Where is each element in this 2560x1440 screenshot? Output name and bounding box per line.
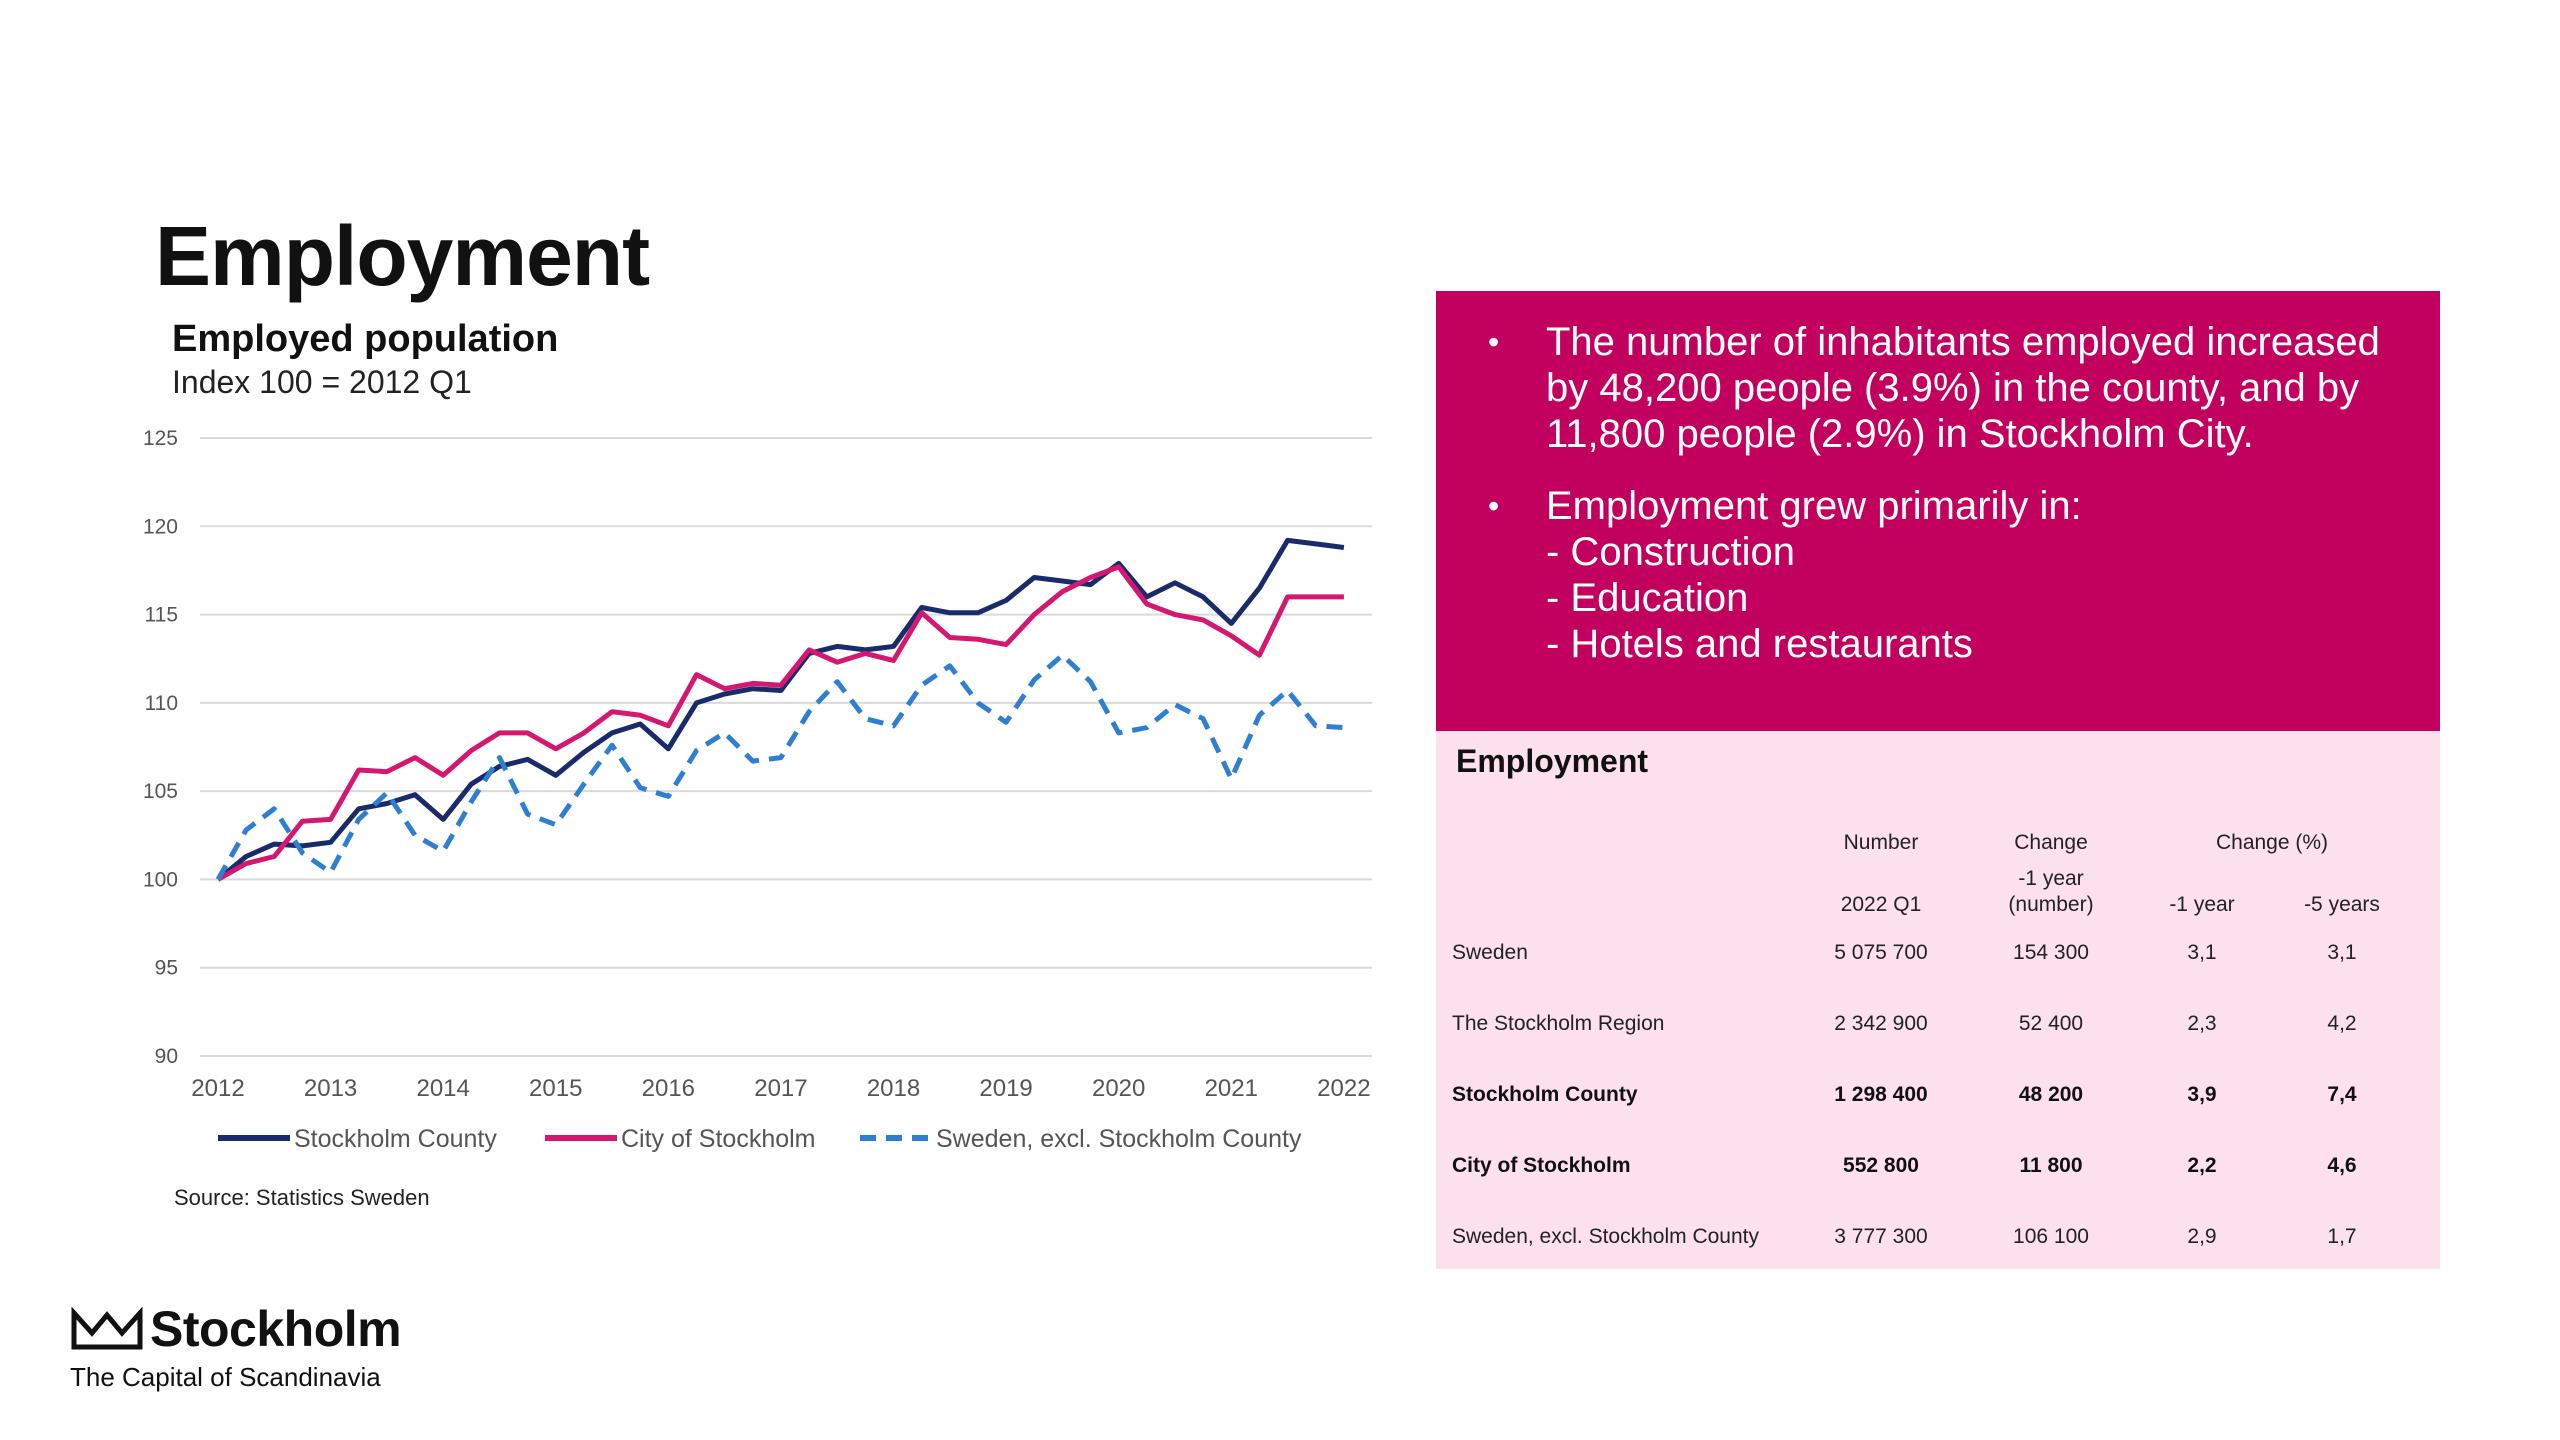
table-cell-pct-5y: 3,1 [2327, 941, 2357, 964]
highlight-line: by 48,200 people (3.9%) in the county, a… [1546, 366, 2360, 410]
table-cell-change: 106 100 [2013, 1225, 2089, 1248]
table-cell-change: 48 200 [2018, 1083, 2084, 1106]
bullet-icon: • [1488, 324, 1500, 360]
table-cell-number: 5 075 700 [1834, 941, 1928, 964]
table-cell-label: City of Stockholm [1452, 1154, 1631, 1177]
x-tick-label: 2020 [1092, 1075, 1145, 1102]
table-cell-pct-1y: 2,9 [2187, 1225, 2217, 1248]
table-cell-label: Sweden [1452, 941, 1528, 964]
table-cell-pct-5y: 7,4 [2327, 1083, 2357, 1106]
table-cell-label: The Stockholm Region [1452, 1012, 1665, 1035]
series-line [215, 652, 1345, 881]
header-change-pct: Change (%) [2215, 831, 2329, 854]
x-tick-label: 2015 [529, 1075, 582, 1102]
series-line [216, 564, 1344, 882]
header-change-sub2: (number) [2008, 893, 2094, 916]
x-tick-label: 2016 [642, 1075, 695, 1102]
y-tick-label: 120 [143, 515, 178, 538]
series-line [216, 537, 1345, 882]
y-tick-label: 95 [155, 957, 178, 980]
table-cell-pct-5y: 4,2 [2327, 1012, 2357, 1035]
table-cell-number: 552 800 [1843, 1154, 1919, 1177]
table-cell-label: Sweden, excl. Stockholm County [1452, 1225, 1759, 1248]
chart-subtitle: Index 100 = 2012 Q1 [172, 364, 472, 400]
logo-tagline: The Capital of Scandinavia [70, 1362, 381, 1392]
x-tick-label: 2013 [304, 1075, 357, 1102]
highlight-line: - Hotels and restaurants [1546, 622, 1973, 666]
table-cell-pct-1y: 2,2 [2187, 1154, 2217, 1177]
crown-icon [71, 1307, 143, 1350]
highlight-item: • The number of inhabitants employed incr… [1476, 319, 2400, 457]
legend-label: City of Stockholm [621, 1125, 816, 1153]
y-tick-label: 125 [143, 427, 178, 450]
x-tick-label: 2017 [754, 1075, 807, 1102]
y-tick-label: 90 [155, 1045, 178, 1068]
y-tick-label: 115 [145, 604, 178, 627]
chart-title: Employed population [172, 318, 559, 360]
table-cell-number: 3 777 300 [1834, 1225, 1928, 1248]
header-number: Number [1843, 831, 1919, 854]
x-tick-label: 2021 [1205, 1075, 1258, 1102]
header-pct-1y: -1 year [2169, 893, 2235, 916]
stockholm-logo: Stockholm The Capital of Scandinavia [70, 1300, 402, 1393]
table-cell-change: 154 300 [2013, 941, 2089, 964]
highlight-line: The number of inhabitants employed incre… [1546, 320, 2380, 364]
header-change-sub1: -1 year [2018, 867, 2084, 890]
y-tick-label: 110 [145, 692, 178, 715]
table-cell-pct-1y: 3,9 [2187, 1083, 2217, 1106]
highlights-panel: • The number of inhabitants employed incr… [1436, 291, 2440, 731]
logo-wordmark: Stockholm [150, 1301, 402, 1357]
table-cell-label: Stockholm County [1452, 1083, 1638, 1106]
x-tick-label: 2012 [191, 1075, 244, 1102]
page-title: Employment [155, 209, 650, 303]
employment-line-chart: 90 95 100 105 110 115 120 125 2012 2013 2014 2015 20… [143, 427, 1372, 1153]
y-tick-label: 105 [143, 780, 178, 803]
table-cell-pct-5y: 4,6 [2327, 1154, 2357, 1177]
highlight-line: - Education [1546, 576, 1749, 620]
table-cell-pct-5y: 1,7 [2327, 1225, 2357, 1248]
highlights-list: • The number of inhabitants employed incr… [1476, 319, 2400, 667]
table-cell-pct-1y: 2,3 [2187, 1012, 2217, 1035]
header-pct-5y: -5 years [2304, 893, 2380, 916]
table-cell-change: 11 800 [2019, 1154, 2083, 1177]
table-cell-pct-1y: 3,1 [2187, 941, 2217, 964]
legend-label: Stockholm County [294, 1125, 497, 1153]
highlight-line: - Construction [1546, 530, 1795, 574]
header-change: Change [2014, 831, 2088, 854]
header-number-sub: 2022 Q1 [1840, 893, 1922, 916]
employment-table-panel: Employment Number 2022 Q1 Change -1 year… [1436, 731, 2440, 1269]
table-cell-number: 1 298 400 [1834, 1083, 1928, 1106]
table-title: Employment [1456, 743, 1649, 779]
legend-label: Sweden, excl. Stockholm County [936, 1125, 1302, 1153]
highlight-line: Employment grew primarily in: [1546, 484, 2082, 528]
x-tick-label: 2022 [1317, 1075, 1370, 1102]
x-tick-label: 2019 [979, 1075, 1032, 1102]
x-tick-label: 2014 [416, 1075, 469, 1102]
table-cell-change: 52 400 [2018, 1012, 2084, 1035]
y-tick-label: 100 [143, 868, 178, 891]
highlight-line: 11,800 people (2.9%) in Stockholm City. [1546, 412, 2254, 456]
x-tick-label: 2018 [867, 1075, 920, 1102]
chart-source: Source: Statistics Sweden [174, 1185, 430, 1210]
table-cell-number: 2 342 900 [1834, 1012, 1928, 1035]
highlight-item: • Employment grew primarily in: - Construc… [1476, 483, 2400, 667]
bullet-icon: • [1488, 488, 1500, 524]
